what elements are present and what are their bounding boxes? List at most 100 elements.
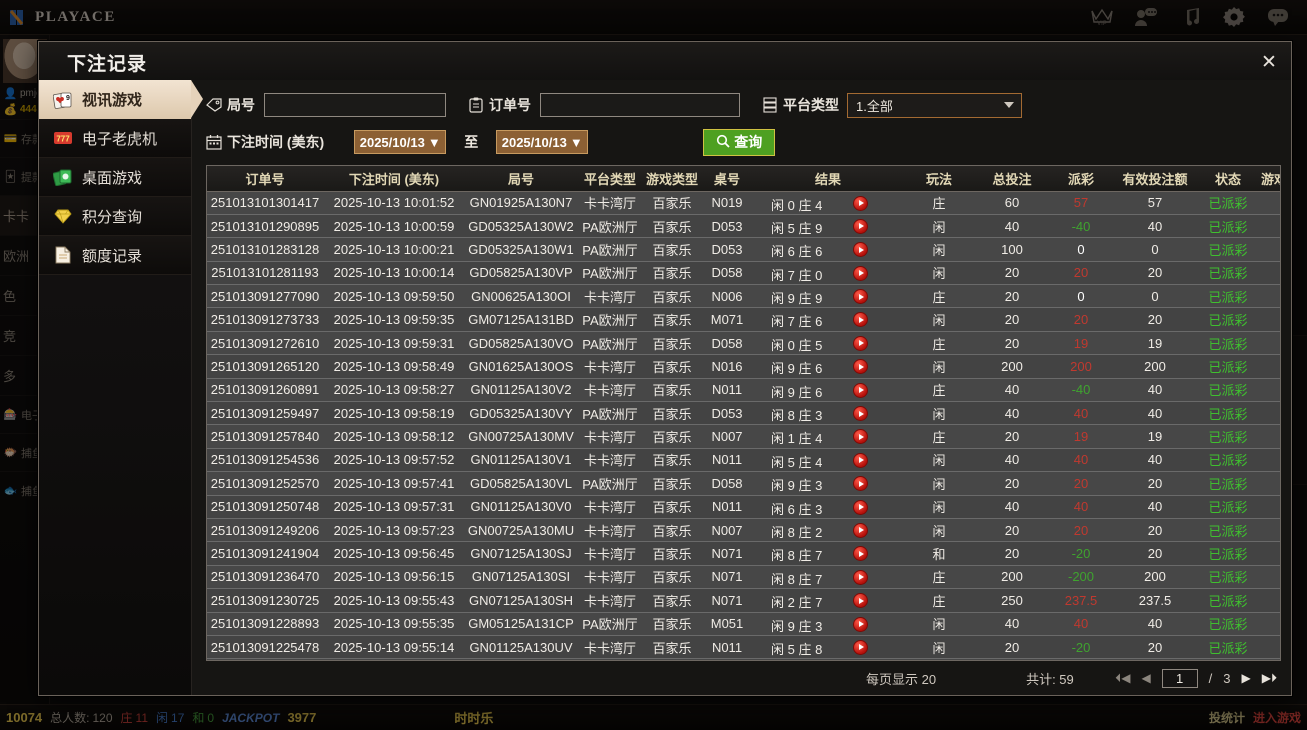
table-row[interactable]: 251013101301417 2025-10-13 10:01:52 GN0192… xyxy=(207,191,1280,215)
table-row[interactable]: 251013101283128 2025-10-13 10:00:21 GD0532… xyxy=(207,237,1280,262)
bet-cell: 20 xyxy=(975,331,1049,356)
table-row[interactable]: 251013091257840 2025-10-13 09:58:12 GN0072… xyxy=(207,424,1280,449)
col-platform[interactable]: 平台类型 xyxy=(577,166,643,192)
play-replay-icon[interactable] xyxy=(853,452,868,468)
col-bet[interactable]: 总投注 xyxy=(975,166,1049,192)
bottom-stats-button[interactable]: 投统计 xyxy=(1208,711,1245,725)
col-mode[interactable]: 游戏模式 xyxy=(1259,166,1280,192)
play-replay-icon[interactable] xyxy=(853,499,868,515)
play-replay-icon[interactable] xyxy=(853,522,868,538)
table-row[interactable]: 251013091260891 2025-10-13 09:58:27 GN0112… xyxy=(207,378,1280,403)
table-row[interactable]: 251013091273733 2025-10-13 09:59:35 GM0712… xyxy=(207,307,1280,332)
table-row[interactable]: 251013091228893 2025-10-13 09:55:35 GM0512… xyxy=(207,612,1280,636)
order-number-label: 订单号 xyxy=(468,95,531,115)
prev-page-icon[interactable]: ◀ xyxy=(1141,671,1151,685)
tag-icon xyxy=(206,97,222,113)
sidebar-item-video-games[interactable]: 9 视讯游戏 xyxy=(39,80,203,119)
result-text: 闲 8 庄 7 xyxy=(771,571,823,587)
play-replay-icon[interactable] xyxy=(853,242,868,258)
date-from-button[interactable]: 2025/10/13 ▼ xyxy=(354,130,447,154)
sidebar-item-label: 桌面游戏 xyxy=(82,169,143,187)
play-replay-icon[interactable] xyxy=(853,616,868,632)
play-replay-icon[interactable] xyxy=(853,195,868,211)
play-replay-icon[interactable] xyxy=(853,639,868,655)
bottom-enter-button[interactable]: 进入游戏 xyxy=(1252,711,1301,725)
table-row[interactable]: 251013091230725 2025-10-13 09:55:43 GN0712… xyxy=(207,588,1280,613)
col-status[interactable]: 状态 xyxy=(1197,166,1259,192)
sidebar-item-credit-records[interactable]: 额度记录 xyxy=(39,236,191,275)
play-replay-icon[interactable] xyxy=(853,218,868,234)
next-page-icon[interactable]: ▶ xyxy=(1241,671,1251,685)
order-number-input[interactable] xyxy=(540,93,740,117)
round-cell: GD05325A130W1 xyxy=(465,237,577,262)
mode-cell: - xyxy=(1259,191,1280,215)
table-row[interactable]: 251013091252570 2025-10-13 09:57:41 GD0582… xyxy=(207,471,1280,496)
play-replay-icon[interactable] xyxy=(853,265,868,281)
rail-item-se[interactable]: 色 xyxy=(0,275,49,315)
table-row[interactable]: 251013091272610 2025-10-13 09:59:31 GD0582… xyxy=(207,331,1280,356)
col-round[interactable]: 局号 xyxy=(465,166,577,192)
date-to-button[interactable]: 2025/10/13 ▼ xyxy=(496,130,589,154)
play-replay-icon[interactable] xyxy=(853,359,868,375)
play-replay-icon[interactable] xyxy=(853,289,868,305)
rail-item-jing[interactable]: 竞 xyxy=(0,315,49,355)
chevron-down-icon[interactable] xyxy=(1004,101,1014,108)
chat-person-icon[interactable] xyxy=(1131,4,1161,30)
col-table[interactable]: 桌号 xyxy=(701,166,753,192)
table-row[interactable]: 251013091265120 2025-10-13 09:58:49 GN0162… xyxy=(207,354,1280,379)
status-cell: 已派彩 xyxy=(1197,401,1259,426)
page-input[interactable]: 1 xyxy=(1161,668,1198,688)
first-page-icon[interactable]: ⏴◀ xyxy=(1115,670,1131,685)
play-replay-icon[interactable] xyxy=(853,312,868,328)
table-row[interactable]: 251013091241904 2025-10-13 09:56:45 GN0712… xyxy=(207,541,1280,566)
table-row[interactable]: 251013091250748 2025-10-13 09:57:31 GN0112… xyxy=(207,495,1280,519)
col-order[interactable]: 订单号 xyxy=(207,166,323,192)
play-cell: 闲 xyxy=(903,495,975,519)
vip-crown-icon[interactable]: VIP xyxy=(1087,4,1117,30)
rail-item-fishing[interactable]: 🐡 捕鱼 xyxy=(0,433,49,471)
table-row[interactable]: 251013091259497 2025-10-13 09:58:19 GD0532… xyxy=(207,401,1280,426)
rail-item-deposit[interactable]: 💳 存款 xyxy=(0,119,49,157)
mode-cell: - xyxy=(1259,541,1280,566)
play-replay-icon[interactable] xyxy=(853,335,868,351)
play-replay-icon[interactable] xyxy=(853,593,868,609)
sidebar-item-table-games[interactable]: 桌面游戏 xyxy=(39,158,191,197)
gear-icon[interactable] xyxy=(1219,4,1249,30)
round-number-input[interactable] xyxy=(264,93,446,117)
search-button[interactable]: 查询 xyxy=(703,128,776,156)
play-replay-icon[interactable] xyxy=(853,429,868,445)
play-replay-icon[interactable] xyxy=(853,546,868,562)
table-row[interactable]: 251013091277090 2025-10-13 09:59:50 GN0062… xyxy=(207,284,1280,309)
table-row[interactable]: 251013091249206 2025-10-13 09:57:23 GN0072… xyxy=(207,518,1280,543)
table-row[interactable]: 251013091254536 2025-10-13 09:57:52 GN0112… xyxy=(207,448,1280,473)
platform-type-select[interactable]: 1.全部 xyxy=(847,92,1022,118)
message-icon[interactable] xyxy=(1263,4,1293,30)
order-cell: 251013091277090 xyxy=(207,284,323,309)
table-row[interactable]: 251013091236470 2025-10-13 09:56:15 GN0712… xyxy=(207,565,1280,590)
col-payout[interactable]: 派彩 xyxy=(1049,166,1113,192)
play-replay-icon[interactable] xyxy=(853,382,868,398)
col-valid[interactable]: 有效投注额 xyxy=(1113,166,1197,192)
col-time[interactable]: 下注时间 (美东) xyxy=(323,166,465,192)
sidebar-item-slot-machines[interactable]: 777 电子老虎机 xyxy=(39,119,191,158)
col-game[interactable]: 游戏类型 xyxy=(643,166,701,192)
play-replay-icon[interactable] xyxy=(853,476,868,492)
payout-cell: 0 xyxy=(1049,284,1113,309)
table-row[interactable]: 251013101290895 2025-10-13 10:00:59 GD0532… xyxy=(207,214,1280,239)
rail-item-europe[interactable]: 欧洲 xyxy=(0,235,49,275)
table-row[interactable]: 251013101281193 2025-10-13 10:00:14 GD0582… xyxy=(207,261,1280,286)
sidebar-item-points-query[interactable]: 积分查询 xyxy=(39,197,191,236)
table-row[interactable]: 251013091225478 2025-10-13 09:55:14 GN0112… xyxy=(207,635,1280,660)
col-result[interactable]: 结果 xyxy=(753,166,903,192)
close-icon[interactable]: ✕ xyxy=(1261,51,1277,73)
rail-item-slots[interactable]: 🎰 电子 xyxy=(0,395,49,433)
rail-item-duo[interactable]: 多 xyxy=(0,355,49,395)
rail-item-withdraw[interactable]: 🃏 提款 xyxy=(0,157,49,195)
play-replay-icon[interactable] xyxy=(853,406,868,422)
platform-cell: PA欧洲厅 xyxy=(577,307,643,332)
music-note-icon[interactable] xyxy=(1175,4,1205,30)
play-replay-icon[interactable] xyxy=(853,569,868,585)
valid-cell: 40 xyxy=(1113,448,1197,473)
last-page-icon[interactable]: ▶⏵ xyxy=(1261,670,1277,685)
col-play[interactable]: 玩法 xyxy=(903,166,975,192)
